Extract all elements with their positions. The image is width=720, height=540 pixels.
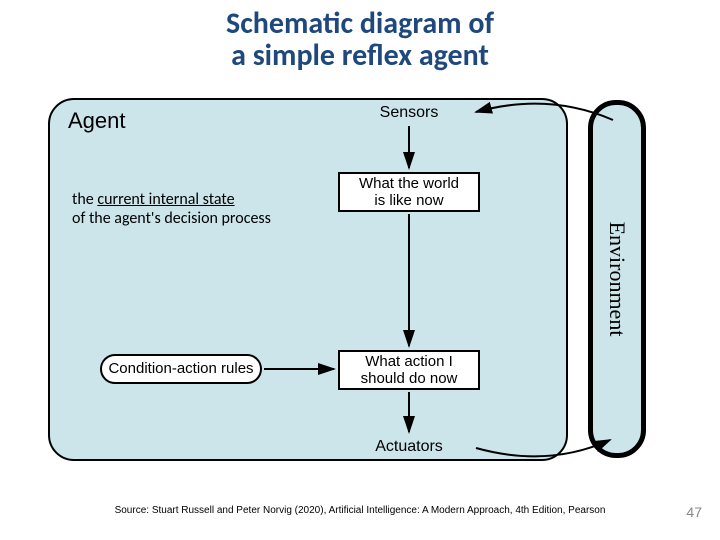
reflex-agent-diagram: Agent Environment Sensors Actuators What… (48, 98, 668, 478)
environment-label: Environment (604, 222, 630, 337)
actuators-label: Actuators (344, 436, 474, 458)
annot-line2: of the agent's decision process (72, 209, 271, 228)
node-rules-text: Condition-action rules (108, 360, 253, 377)
agent-box: Agent (48, 98, 568, 461)
slide-title: Schematic diagram of a simple reflex age… (0, 8, 720, 71)
page-number: 47 (686, 504, 702, 520)
node-condition-action-rules: Condition-action rules (100, 354, 262, 384)
sensors-label: Sensors (344, 102, 474, 124)
environment-box: Environment (588, 100, 646, 458)
annot-underlined: current internal state (97, 190, 234, 209)
node-action: What action Ishould do now (338, 350, 480, 390)
title-line2: a simple reflex agent (231, 37, 489, 74)
source-citation: Source: Stuart Russell and Peter Norvig … (0, 505, 720, 516)
annot-pre: the (72, 190, 97, 209)
annotation-internal-state: the current internal state of the agent'… (72, 190, 271, 228)
node-world-state: What the worldis like now (338, 172, 480, 212)
node-action-text: What action Ishould do now (361, 353, 458, 388)
agent-label: Agent (68, 108, 126, 134)
node-world-text: What the worldis like now (359, 175, 459, 210)
